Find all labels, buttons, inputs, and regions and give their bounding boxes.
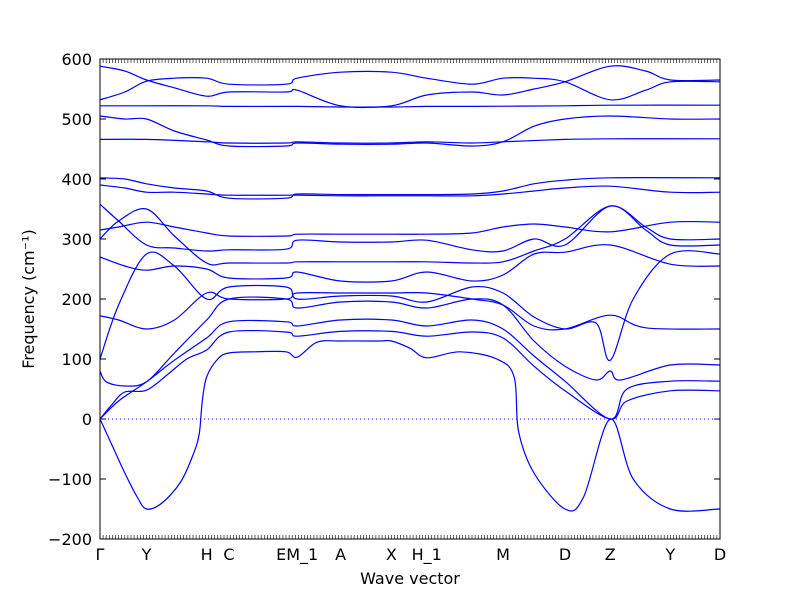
plot-frame	[99, 58, 721, 540]
band-8	[99, 205, 721, 266]
y-tick-label: 200	[61, 290, 92, 309]
y-tick-label: 100	[61, 350, 92, 369]
band-11	[99, 177, 721, 200]
band-5	[99, 250, 721, 361]
band-4	[99, 296, 721, 387]
band-17	[100, 104, 721, 108]
y-tick-label: −200	[48, 530, 92, 549]
x-axis-label: Wave vector	[360, 569, 460, 588]
x-tick-label: Y	[665, 545, 676, 564]
tick-labels: −200 −100 0 100 200 300 400 500 600 Γ Y H C EM_1 A X H_1…	[48, 50, 726, 565]
x-tick-label: H_1	[412, 545, 442, 565]
x-tick-label: M	[496, 545, 510, 564]
band-16	[99, 70, 721, 101]
band-10	[99, 220, 721, 237]
x-tick-label: A	[335, 545, 346, 564]
y-tick-label: 0	[82, 410, 92, 429]
band-1	[99, 339, 721, 512]
y-tick-label: 400	[61, 170, 92, 189]
band-12	[99, 184, 721, 197]
y-tick-label: −100	[48, 470, 92, 489]
band-7	[99, 244, 721, 283]
band-14	[99, 138, 721, 144]
band-15	[99, 65, 721, 109]
y-axis-label: Frequency (cm⁻¹)	[19, 229, 38, 368]
x-tick-label: C	[223, 545, 234, 564]
axis-ticks	[99, 58, 721, 540]
x-tick-label: D	[559, 545, 571, 564]
x-tick-label: Z	[605, 545, 616, 564]
band-6	[99, 291, 721, 331]
x-tick-label: EM_1	[276, 545, 318, 565]
y-tick-label: 300	[61, 230, 92, 249]
y-tick-label: 600	[61, 50, 92, 69]
x-tick-label: X	[386, 545, 397, 564]
x-tick-label: H	[201, 545, 213, 564]
band-9	[99, 203, 721, 253]
y-tick-label: 500	[61, 110, 92, 129]
band-2	[99, 329, 721, 420]
band-13	[99, 115, 721, 148]
series-lines	[99, 65, 721, 512]
x-tick-label: Γ	[96, 545, 105, 564]
x-tick-label: D	[714, 545, 726, 564]
x-tick-label: Y	[141, 545, 152, 564]
band-3	[99, 318, 721, 420]
